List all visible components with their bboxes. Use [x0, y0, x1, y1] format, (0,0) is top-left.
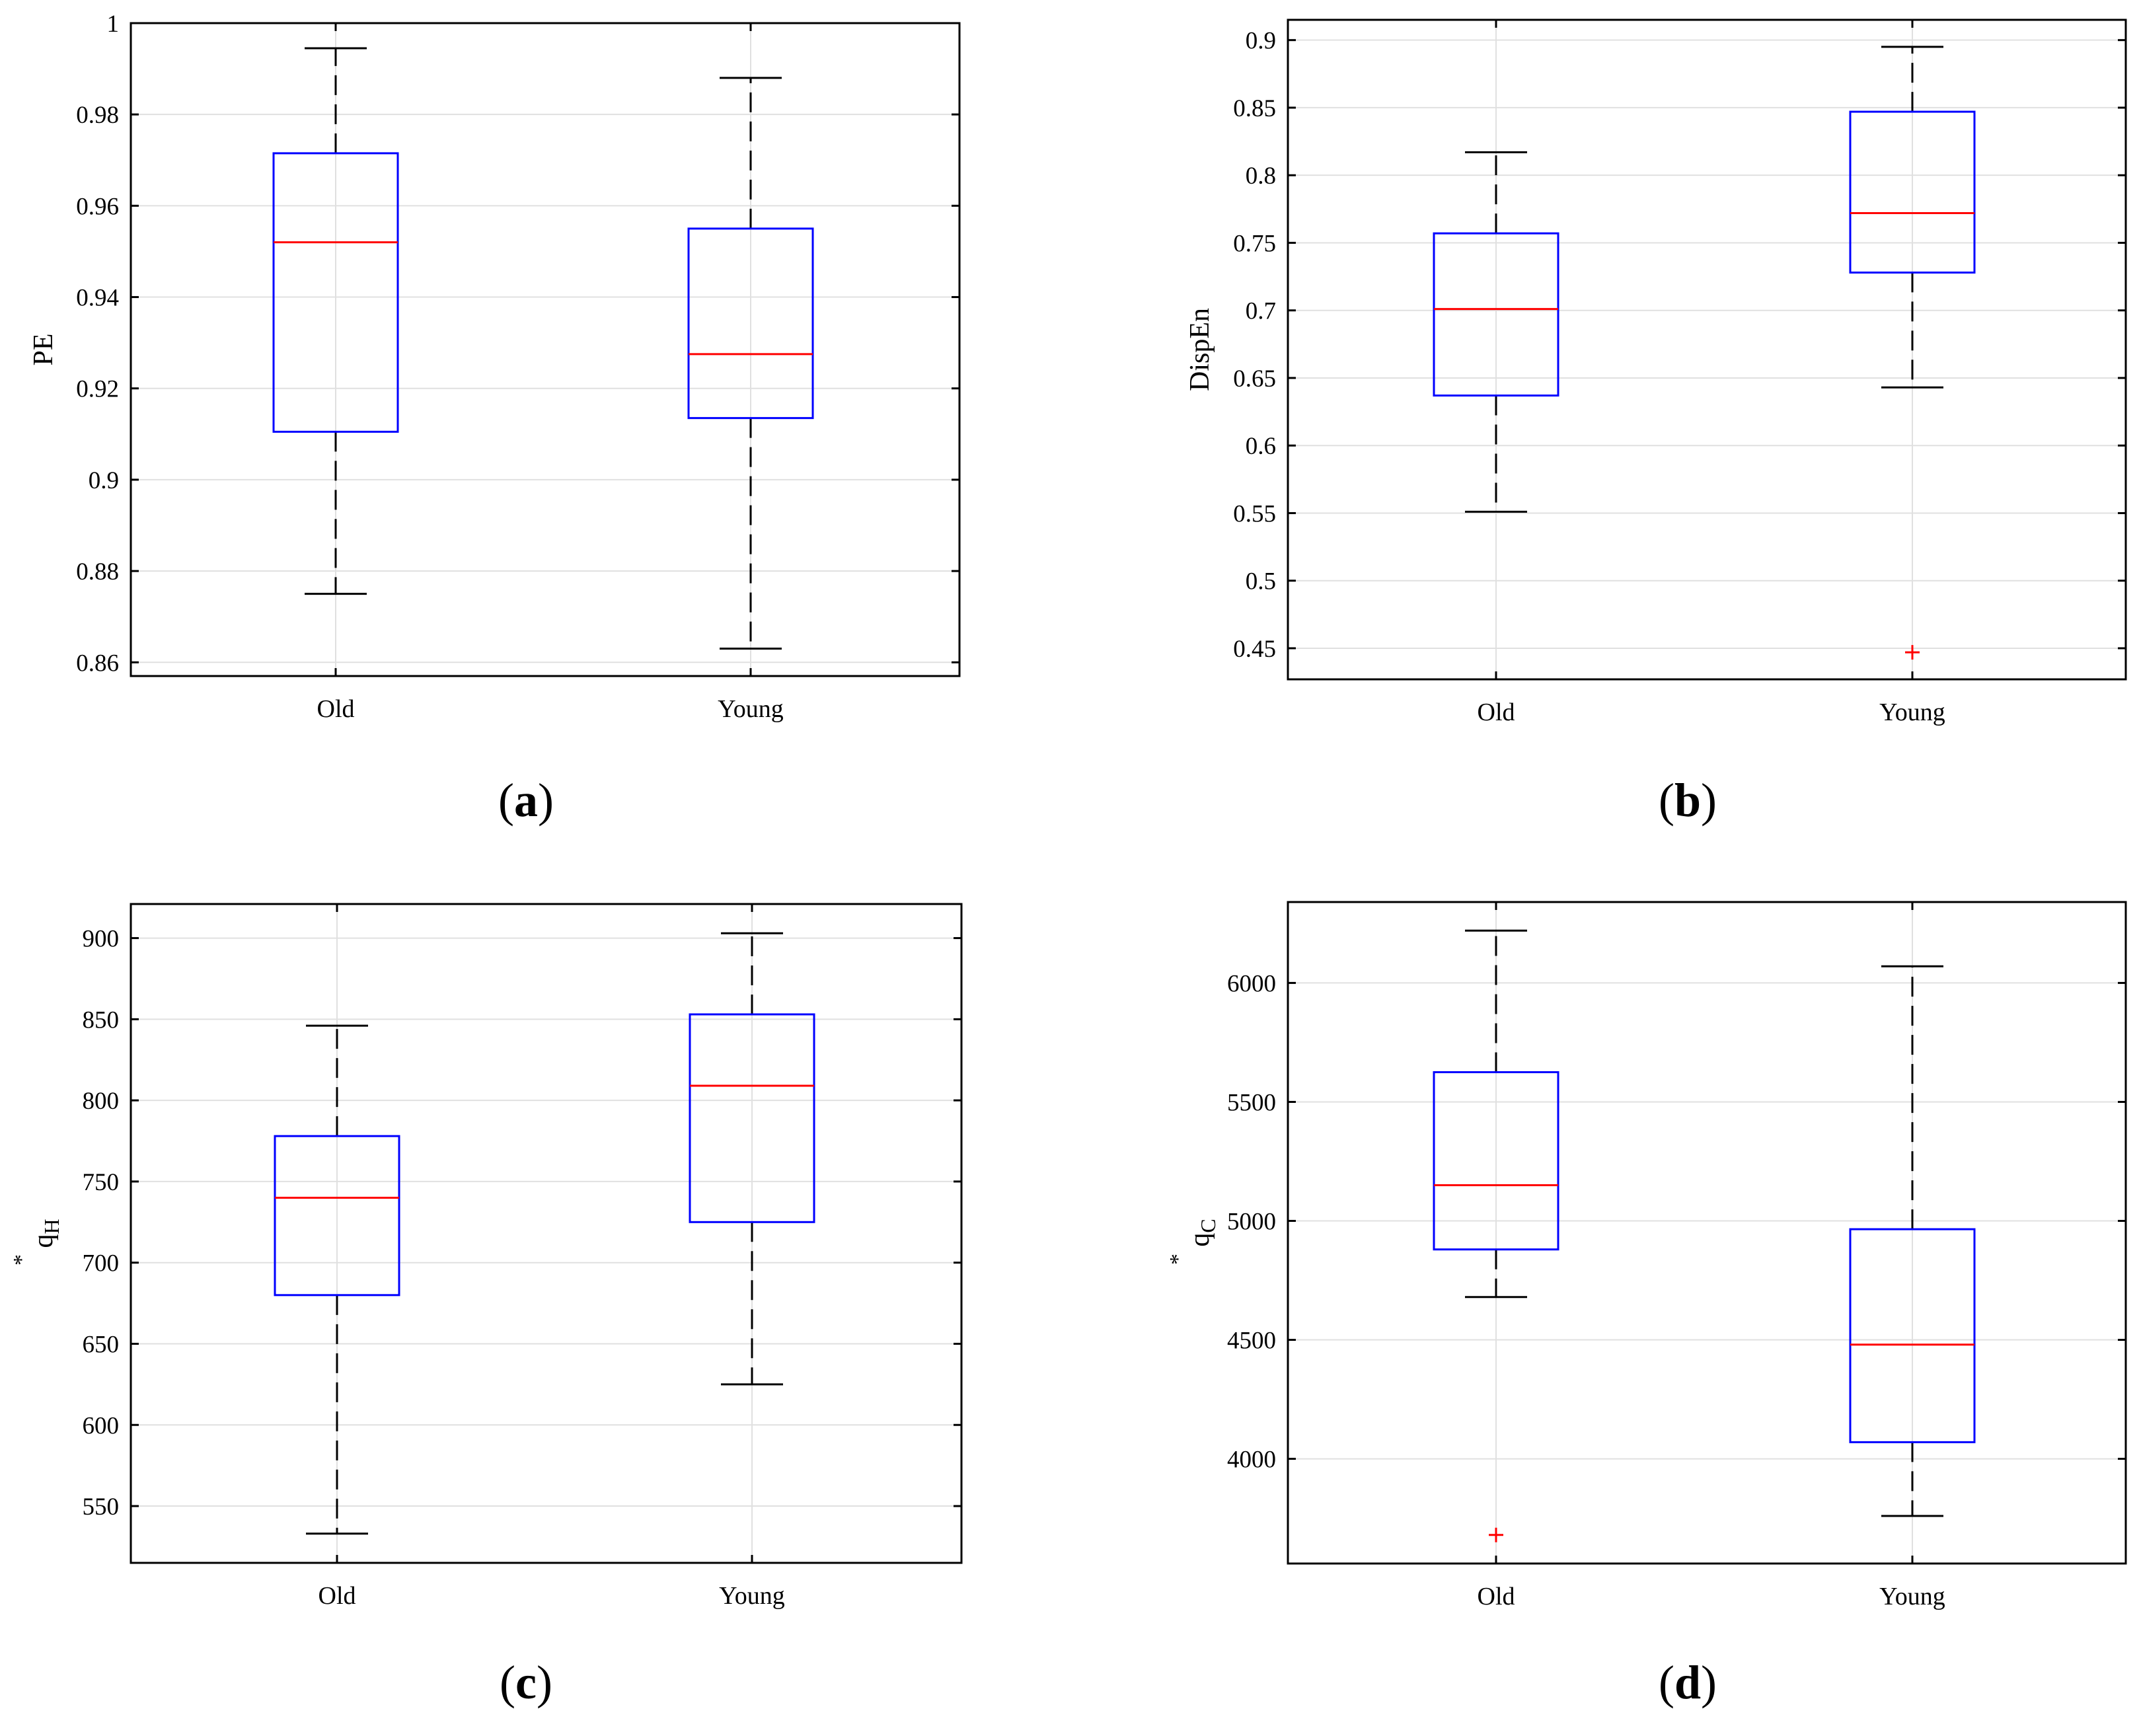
panel-label-open: ( — [500, 1656, 515, 1709]
y-tick-label: 650 — [83, 1331, 120, 1358]
y-tick-label: 0.9 — [1246, 28, 1276, 55]
y-tick-label: 800 — [83, 1088, 120, 1115]
axes-frame — [1287, 19, 2127, 681]
y-tick-label: 0.65 — [1233, 365, 1276, 393]
x-category-label: Old — [319, 1582, 356, 1610]
y-axis-label-sub: H — [40, 1219, 63, 1234]
chart-panel-b: 0.45 0.5 0.55 0.6 0.65 0.7 0.75 0.8 0.85 0.9 Old Yo… — [1185, 19, 2127, 827]
y-tick-label: 0.55 — [1233, 500, 1276, 527]
y-tick-label: 5500 — [1227, 1089, 1276, 1116]
y-tick-label: 0.85 — [1233, 95, 1276, 122]
x-category-label: Young — [1879, 1583, 1945, 1610]
y-tick-label: 0.9 — [89, 467, 119, 494]
y-tick-label: 700 — [83, 1250, 120, 1277]
y-tick-label: 0.96 — [76, 193, 119, 220]
panel-label: (c) — [500, 1656, 552, 1709]
panel-label: (d) — [1659, 1656, 1717, 1709]
y-tick-label: 0.5 — [1246, 568, 1276, 595]
chart-panel-a: 0.86 0.88 0.9 0.92 0.94 0.96 0.98 1 Old Young PE (a… — [28, 11, 961, 827]
y-tick-label: 4500 — [1227, 1328, 1276, 1355]
y-tick-label: 0.8 — [1246, 163, 1276, 190]
y-tick-label: 0.94 — [76, 285, 119, 312]
axes-frame — [130, 22, 961, 677]
outlier-marker — [1905, 645, 1920, 660]
x-category-label: Old — [1478, 1583, 1515, 1610]
box-iqr — [1433, 1071, 1559, 1251]
y-tick-label: 0.86 — [76, 650, 119, 677]
y-axis-label-sup: * — [1166, 1254, 1190, 1265]
x-category-label: Old — [1478, 698, 1515, 726]
y-tick-label: 0.6 — [1246, 433, 1276, 460]
panel-label: (a) — [498, 774, 554, 827]
panel-label-close: ) — [1701, 1656, 1717, 1709]
axes-frame — [1287, 901, 2127, 1565]
box-young — [687, 77, 814, 650]
panel-label-letter: c — [515, 1656, 537, 1709]
x-category-label: Young — [719, 1582, 785, 1610]
panel-label-open: ( — [1659, 1656, 1674, 1709]
y-tick-label: 0.88 — [76, 558, 119, 585]
panel-label-open: ( — [1659, 774, 1674, 827]
panel-label-letter: b — [1674, 774, 1701, 827]
box-old — [272, 47, 399, 595]
x-category-label: Old — [317, 695, 355, 723]
panel-label-open: ( — [498, 774, 514, 827]
panel-label-close: ) — [537, 1656, 552, 1709]
chart-panel-d: 4000 4500 5000 5500 6000 Old Young qC * (d) — [1166, 901, 2127, 1709]
y-tick-label: 0.7 — [1246, 298, 1276, 325]
y-axis-label: DispEn — [1185, 308, 1215, 391]
y-tick-label: 0.45 — [1233, 636, 1276, 663]
y-axis-label-sub: C — [1196, 1219, 1220, 1232]
box-iqr — [274, 1135, 400, 1297]
y-axis-label: qH — [28, 1219, 63, 1248]
x-category-label: Young — [718, 695, 784, 723]
y-axis-label-main: PE — [28, 333, 59, 365]
y-tick-label: 0.98 — [76, 102, 119, 129]
box-iqr — [689, 1013, 815, 1223]
panel-label-close: ) — [538, 774, 554, 827]
y-tick-label: 550 — [83, 1493, 120, 1521]
box-iqr — [1849, 110, 1976, 274]
outlier-marker — [1489, 1527, 1503, 1542]
box-young — [1849, 46, 1976, 660]
y-tick-label: 600 — [83, 1412, 120, 1439]
y-tick-label: 6000 — [1227, 970, 1276, 997]
panel-label-close: ) — [1701, 774, 1717, 827]
y-tick-label: 850 — [83, 1006, 120, 1034]
y-axis-label-main: DispEn — [1185, 308, 1215, 391]
box-old — [1433, 151, 1559, 513]
y-axis-label-sup: * — [9, 1254, 34, 1265]
x-category-label: Young — [1879, 698, 1945, 726]
y-axis-label: qC — [1185, 1219, 1220, 1246]
y-tick-label: 4000 — [1227, 1447, 1276, 1474]
y-tick-label: 5000 — [1227, 1208, 1276, 1235]
box-iqr — [1433, 232, 1559, 397]
y-axis-label-main: q — [1185, 1233, 1215, 1247]
box-iqr — [687, 227, 814, 420]
box-young — [1849, 965, 1976, 1517]
box-iqr — [272, 152, 399, 433]
axes-frame — [130, 903, 963, 1564]
y-tick-label: 900 — [83, 926, 120, 953]
panel-label-letter: d — [1674, 1656, 1701, 1709]
panel-label: (b) — [1659, 774, 1717, 827]
y-tick-label: 0.92 — [76, 376, 119, 403]
box-young — [689, 932, 815, 1386]
panel-label-letter: a — [514, 774, 538, 827]
y-tick-label: 1 — [107, 11, 120, 38]
y-tick-label: 0.75 — [1233, 230, 1276, 257]
y-axis-label: PE — [28, 333, 59, 365]
box-iqr — [1849, 1228, 1976, 1443]
box-old — [274, 1024, 400, 1535]
y-axis-label-main: q — [28, 1234, 59, 1248]
chart-panel-c: 550 600 650 700 750 800 850 900 Old Young qH * (c) — [9, 903, 963, 1709]
box-old — [1433, 929, 1559, 1542]
y-tick-label: 750 — [83, 1169, 120, 1196]
